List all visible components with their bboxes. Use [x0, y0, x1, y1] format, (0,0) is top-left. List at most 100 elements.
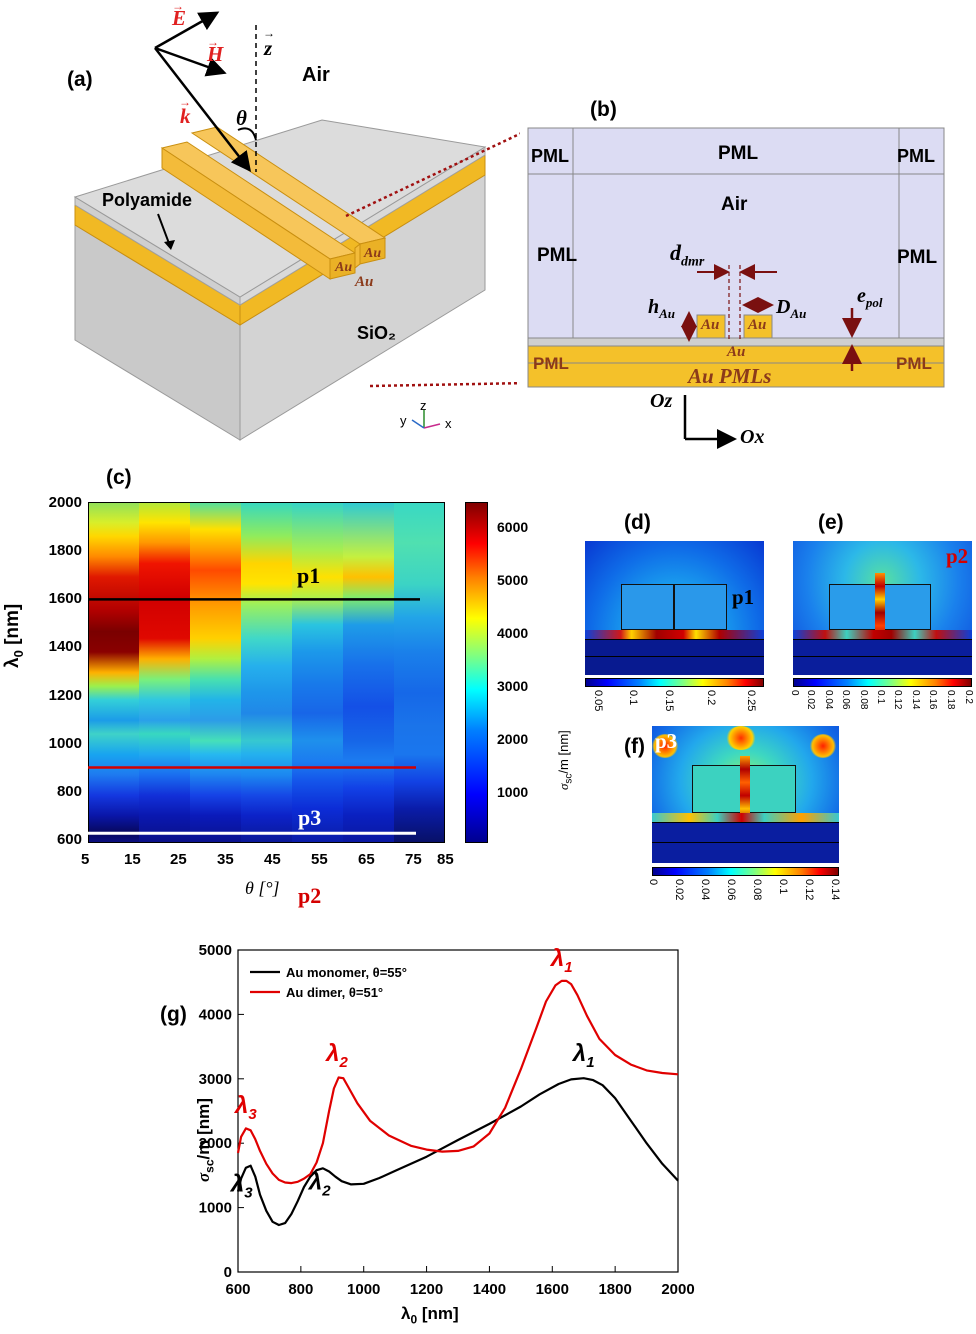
au-rod-1-cross-section: [696, 314, 726, 339]
x-tick: 75: [405, 851, 422, 868]
theta-label: θ: [236, 106, 247, 130]
heatmap-column-theta-25: [190, 502, 241, 843]
x-tick: 55: [311, 851, 328, 868]
colorbar-d-tick: 0.1: [627, 690, 639, 706]
au-film-label-b: Au: [727, 344, 746, 360]
hotspot-f-3: [810, 734, 836, 758]
panel-b-domain: [527, 127, 945, 449]
ox-axis-label: Ox: [740, 426, 765, 448]
gap-hotspot-f: [740, 756, 750, 822]
colorbar-e-tick: 0: [789, 690, 800, 696]
panel-label-f: (f): [624, 735, 645, 758]
colorbar-e-tick: 0.2: [963, 690, 974, 704]
air-label-b: Air: [721, 194, 748, 215]
heatmap-y-label: λ0 [nm]: [2, 603, 26, 668]
colorbar-tick: 2000: [497, 731, 529, 747]
e-vector-overarrow-icon: →: [172, 0, 184, 13]
polyamide-label: Polyamide: [102, 190, 193, 210]
y-tick-label: 2000: [199, 1135, 232, 1152]
colorbar-d-tick: 0.25: [745, 690, 757, 712]
colorbar-d-tick: 0.05: [592, 690, 604, 712]
au-film-region: [527, 345, 945, 388]
h-vector-overarrow-icon: →: [207, 35, 219, 49]
x-tick: 65: [358, 851, 375, 868]
hotspot-strip-e: [793, 630, 972, 639]
heatmap-overlay: [88, 598, 420, 835]
au-rod-1-label: Au: [335, 260, 353, 275]
pml-top-label: PML: [718, 143, 759, 164]
colorbar-d-tick: 0.2: [705, 690, 717, 706]
colorbar-tick: 1000: [497, 784, 529, 800]
pml-right-label: PML: [897, 247, 938, 268]
field-map-d: [585, 541, 764, 675]
legend-entry: Au monomer, θ=55°: [286, 965, 407, 980]
colorbar-tick: 3000: [497, 678, 529, 694]
film-line-e: [793, 656, 972, 657]
peak-label: λ3: [229, 1171, 253, 1202]
e-vector-label: E: [172, 6, 187, 30]
panel-label-a: (a): [67, 68, 93, 91]
theta-arc: [237, 127, 257, 141]
x-tick: 15: [124, 851, 141, 868]
au-rod-2-label-b: Au: [748, 317, 767, 333]
rod-left-e: [829, 584, 880, 630]
y-tick: 1800: [48, 542, 82, 559]
panel-a-schematic: [73, 11, 520, 441]
colorbar-f-tick: 0.02: [673, 879, 685, 901]
substrate-e: [793, 639, 972, 675]
chart-y-label: σsc/m [nm]: [194, 1098, 217, 1182]
colorbar-e-ticks: 0 0.02 0.04 0.06 0.08 0.1 0.12 0.14 0.16…: [789, 690, 976, 730]
p2-marker-c: p2: [298, 883, 322, 908]
y-tick: 1400: [48, 638, 82, 655]
field-map-f: [652, 726, 839, 863]
rod-right-d: [674, 584, 727, 630]
pml-top-right-label: PML: [897, 146, 935, 166]
h-vector-arrow: [154, 46, 227, 77]
heatmap-x-ticks: 5 15 25 35 45 55 65 75 85: [78, 851, 458, 873]
y-tick-label: 5000: [199, 942, 232, 959]
peak-label: λ2: [324, 1040, 348, 1071]
au-rod-2-end: [359, 237, 386, 265]
colorbar-f-ticks: 0 0.02 0.04 0.06 0.08 0.1 0.12 0.14: [647, 879, 847, 919]
colorbar-e-tick: 0.1: [875, 690, 886, 704]
y-tick-label: 0: [224, 1264, 232, 1281]
x-tick-label: 1800: [598, 1281, 631, 1298]
x-tick-label: 1200: [410, 1281, 443, 1298]
panel-label-c: (c): [106, 466, 132, 489]
heatmap-colorbar: [465, 502, 488, 843]
series-line-monomer: [236, 1077, 679, 1227]
air-region: [527, 127, 945, 347]
z-overarrow-icon: →: [263, 26, 275, 40]
z-axis-label: z: [264, 36, 273, 60]
x-tick-label: 2000: [661, 1281, 694, 1298]
colorbar-f-tick: 0.1: [777, 879, 789, 895]
plot-frame: [237, 949, 679, 1273]
x-tick-label: 600: [225, 1281, 250, 1298]
colorbar-e-tick: 0.08: [858, 690, 869, 710]
field-map-e: [793, 541, 972, 675]
colorbar-e-tick: 0.18: [945, 690, 956, 710]
p3-marker-f: p3: [655, 729, 678, 753]
colorbar-label: σsc/m [nm]: [556, 730, 575, 790]
y-tick: 1200: [48, 687, 82, 704]
panel-label-b: (b): [590, 98, 617, 121]
triad-y-icon: [411, 419, 425, 429]
film-line-d: [585, 656, 764, 657]
y-tick: 800: [56, 783, 82, 800]
au-rod-1-label-b: Au: [701, 317, 720, 333]
heatmap-frame: [88, 502, 445, 843]
colorbar-f-tick: 0.14: [829, 879, 841, 901]
hotspot-strip-d: [585, 630, 764, 639]
h-au-label: hAu: [648, 296, 676, 321]
rod-left-f: [692, 765, 742, 813]
colorbar-f-tick: 0.04: [699, 879, 711, 901]
k-vector-label: k: [180, 104, 191, 128]
colorbar-e-tick: 0.16: [927, 690, 938, 710]
x-tick: 45: [264, 851, 281, 868]
x-tick-label: 1000: [347, 1281, 380, 1298]
rod-left-d: [621, 584, 674, 630]
p2-marker-e: p2: [946, 544, 969, 568]
peak-label: λ2: [307, 1169, 331, 1200]
colorbar-tick: 6000: [497, 519, 529, 535]
